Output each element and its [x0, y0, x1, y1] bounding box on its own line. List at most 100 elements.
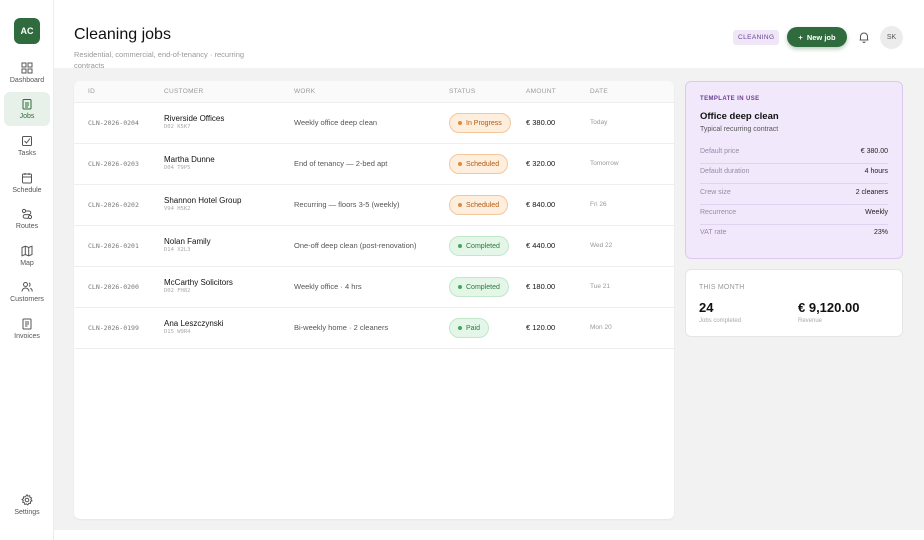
- work-description: Weekly office deep clean: [294, 118, 378, 127]
- field-key: VAT rate: [700, 229, 727, 236]
- sidebar-item-invoices[interactable]: Invoices: [4, 312, 50, 346]
- jobs-table: ID CUSTOMER WORK STATUS AMOUNT DATE CLN-…: [74, 81, 674, 519]
- template-name: Office deep clean: [700, 111, 779, 122]
- sidebar: AC Dashboard Jobs Tasks Schedule Routes …: [0, 0, 54, 540]
- job-id: CLN-2026-0200: [88, 283, 139, 291]
- job-id: CLN-2026-0199: [88, 324, 139, 332]
- column-header-amount[interactable]: AMOUNT: [526, 88, 556, 95]
- table-row[interactable]: CLN-2026-0200 McCarthy Solicitors D02 FH…: [74, 267, 674, 308]
- month-summary-card: THIS MONTH 24 Jobs completed € 9,120.00 …: [685, 269, 903, 337]
- status-label: Scheduled: [466, 201, 500, 209]
- app-logo[interactable]: AC: [14, 18, 40, 44]
- page-title: Cleaning jobs: [74, 26, 171, 43]
- month-kicker: THIS MONTH: [699, 284, 745, 291]
- map-icon: [21, 245, 33, 257]
- template-field: Default price € 380.00: [700, 144, 888, 164]
- status-dot-icon: [458, 162, 462, 166]
- field-value: Weekly: [865, 209, 888, 216]
- job-date: Mon 20: [590, 324, 612, 331]
- sidebar-item-label: Dashboard: [9, 77, 45, 84]
- status-label: Scheduled: [466, 160, 500, 168]
- table-row[interactable]: CLN-2026-0203 Martha Dunne D04 T9P5 End …: [74, 144, 674, 185]
- avatar[interactable]: SK: [880, 26, 903, 49]
- status-dot-icon: [458, 121, 462, 125]
- job-date: Tomorrow: [590, 160, 619, 167]
- new-job-button[interactable]: + New job: [787, 27, 847, 47]
- column-header-customer[interactable]: CUSTOMER: [164, 88, 204, 95]
- column-header-date[interactable]: DATE: [590, 88, 609, 95]
- sidebar-item-schedule[interactable]: Schedule: [4, 166, 50, 200]
- job-date: Fri 26: [590, 201, 607, 208]
- status-dot-icon: [458, 326, 462, 330]
- invoice-icon: [22, 318, 32, 330]
- template-field: VAT rate 23%: [700, 225, 888, 245]
- customer-eircode: D15 W9R4: [164, 329, 191, 335]
- customer-eircode: D02 FH82: [164, 288, 191, 294]
- status-label: Paid: [466, 324, 481, 332]
- sidebar-item-label: Routes: [15, 223, 39, 230]
- work-description: Weekly office · 4 hrs: [294, 282, 362, 291]
- table-row[interactable]: CLN-2026-0201 Nolan Family D14 X2L3 One-…: [74, 226, 674, 267]
- sidebar-item-settings[interactable]: Settings: [4, 488, 50, 522]
- template-description: Typical recurring contract: [700, 126, 779, 133]
- new-job-label: New job: [806, 32, 836, 42]
- sidebar-item-tasks[interactable]: Tasks: [4, 129, 50, 163]
- field-key: Default price: [700, 148, 740, 155]
- work-description: Bi-weekly home · 2 cleaners: [294, 323, 389, 332]
- status-badge: Scheduled: [449, 195, 509, 215]
- table-row[interactable]: CLN-2026-0199 Ana Leszczynski D15 W9R4 B…: [74, 308, 674, 349]
- bell-icon[interactable]: [857, 30, 871, 44]
- sidebar-item-routes[interactable]: Routes: [4, 202, 50, 236]
- jobs-completed-value: 24: [699, 300, 714, 315]
- revenue-value: € 9,120.00: [798, 300, 860, 315]
- gear-icon: [21, 494, 33, 506]
- sidebar-item-label: Map: [20, 260, 34, 267]
- status-badge: Completed: [449, 236, 509, 256]
- page-subtitle: Residential, commercial, end-of-tenancy …: [74, 50, 245, 70]
- column-header-status[interactable]: STATUS: [449, 88, 476, 95]
- table-row[interactable]: CLN-2026-0202 Shannon Hotel Group V94 H5…: [74, 185, 674, 226]
- revenue-label: Revenue: [798, 318, 823, 324]
- sidebar-item-label: Invoices: [14, 333, 40, 340]
- template-kicker: TEMPLATE IN USE: [700, 96, 760, 102]
- job-amount: € 380.00: [526, 118, 556, 127]
- jobs-completed-label: Jobs completed: [699, 318, 742, 324]
- status-dot-icon: [458, 244, 462, 248]
- sidebar-item-dashboard[interactable]: Dashboard: [4, 56, 50, 90]
- category-badge: CLEANING: [733, 30, 780, 45]
- status-dot-icon: [458, 285, 462, 289]
- customer-name: Nolan Family: [164, 237, 211, 246]
- job-date: Tue 21: [590, 283, 610, 290]
- template-field: Recurrence Weekly: [700, 205, 888, 225]
- status-label: In Progress: [466, 119, 502, 127]
- template-field: Crew size 2 cleaners: [700, 185, 888, 205]
- customer-eircode: V94 H5K2: [164, 206, 191, 212]
- template-field: Default duration 4 hours: [700, 164, 888, 184]
- job-date: Wed 22: [590, 242, 613, 249]
- job-id: CLN-2026-0202: [88, 201, 139, 209]
- customer-name: Martha Dunne: [164, 155, 215, 164]
- sidebar-item-label: Jobs: [19, 113, 35, 120]
- customer-eircode: D04 T9P5: [164, 165, 191, 171]
- work-description: Recurring — floors 3-5 (weekly): [294, 200, 400, 209]
- sidebar-item-label: Customers: [10, 296, 44, 303]
- job-id: CLN-2026-0203: [88, 160, 139, 168]
- column-header-work[interactable]: WORK: [294, 88, 316, 95]
- sidebar-item-map[interactable]: Map: [4, 239, 50, 273]
- sidebar-item-jobs[interactable]: Jobs: [4, 92, 50, 126]
- sidebar-item-customers[interactable]: Customers: [4, 275, 50, 309]
- plus-icon: +: [798, 32, 803, 42]
- sidebar-item-label: Schedule: [12, 187, 42, 194]
- customer-name: Shannon Hotel Group: [164, 196, 242, 205]
- job-id: CLN-2026-0201: [88, 242, 139, 250]
- table-row[interactable]: CLN-2026-0204 Riverside Offices D02 K5K7…: [74, 103, 674, 144]
- work-description: End of tenancy — 2-bed apt: [294, 159, 388, 168]
- job-amount: € 320.00: [526, 159, 556, 168]
- job-amount: € 840.00: [526, 200, 556, 209]
- users-icon: [21, 282, 33, 292]
- template-card[interactable]: TEMPLATE IN USE Office deep clean Typica…: [685, 81, 903, 259]
- column-header-id[interactable]: ID: [88, 88, 96, 95]
- job-date: Today: [590, 119, 608, 126]
- status-label: Completed: [466, 242, 500, 250]
- clipboard-icon: [22, 99, 32, 110]
